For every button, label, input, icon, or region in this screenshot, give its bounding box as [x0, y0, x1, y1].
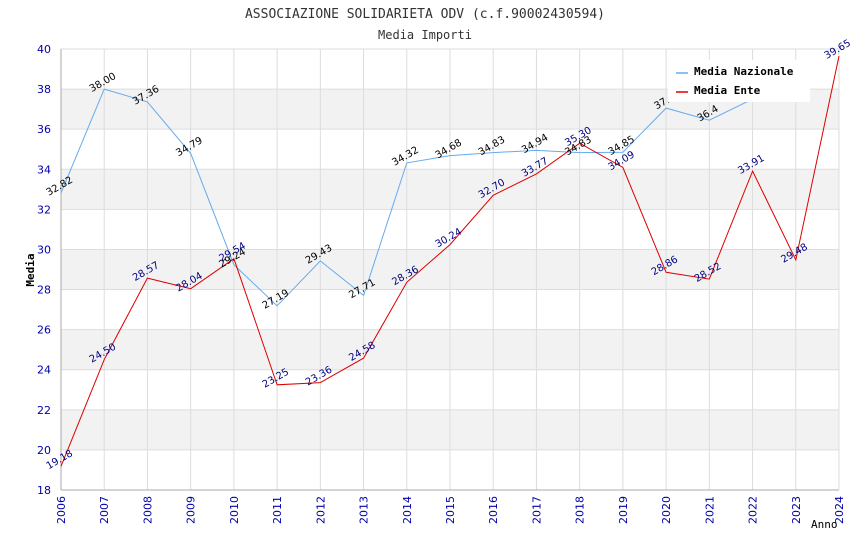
x-tick-label: 2012 — [314, 496, 327, 524]
legend: Media Nazionale Media Ente — [668, 60, 810, 102]
legend-label-ente: Media Ente — [694, 84, 761, 97]
y-tick-label: 22 — [37, 404, 51, 417]
y-tick-labels: 18 20 22 24 26 28 30 32 34 36 38 40 — [37, 43, 51, 497]
x-tick-label: 2011 — [271, 496, 284, 524]
y-tick-label: 20 — [37, 444, 51, 457]
y-tick-label: 28 — [37, 284, 51, 297]
y-tick-label: 34 — [37, 163, 51, 176]
series-line-nazionale — [60, 88, 753, 307]
x-tick-label: 2013 — [358, 496, 371, 524]
x-tick-label: 2017 — [530, 496, 543, 524]
y-tick-label: 26 — [37, 324, 51, 337]
y-tick-label: 18 — [37, 484, 51, 497]
y-tick-label: 38 — [37, 83, 51, 96]
series-line-ente — [60, 55, 840, 467]
data-label-ente: 30.24 — [434, 227, 464, 251]
x-tick-label: 2010 — [228, 496, 241, 524]
series-lines — [60, 55, 840, 467]
x-tick-label: 2007 — [98, 496, 111, 524]
y-tick-label: 30 — [37, 243, 51, 256]
x-tick-label: 2008 — [141, 496, 154, 524]
gridlines — [60, 48, 840, 491]
data-label-nazionale: 34.32 — [390, 145, 420, 169]
y-tick-label: 32 — [37, 203, 51, 216]
data-label-nazionale: 34.94 — [520, 132, 550, 156]
y-axis-label: Media — [24, 253, 37, 286]
x-tick-label: 2015 — [444, 496, 457, 524]
x-tick-label: 2022 — [747, 496, 760, 524]
data-label-nazionale: 27.19 — [261, 288, 291, 312]
data-label-ente: 23.25 — [261, 367, 291, 391]
x-tick-label: 2020 — [660, 496, 673, 524]
chart-subtitle: Media Importi — [378, 28, 472, 42]
data-label-nazionale: 34.83 — [477, 135, 507, 159]
x-tick-label: 2024 — [833, 496, 846, 524]
x-tick-label: 2016 — [487, 496, 500, 524]
x-tick-label: 2006 — [55, 496, 68, 524]
x-tick-label: 2023 — [790, 496, 803, 524]
y-tick-label: 36 — [37, 123, 51, 136]
x-tick-labels: 2006 2007 2008 2009 2010 2011 2012 2013 2014 2015… — [55, 496, 846, 524]
x-tick-label: 2014 — [401, 496, 414, 524]
x-axis-label: Anno — [811, 518, 838, 531]
x-tick-label: 2021 — [703, 496, 716, 524]
x-tick-label: 2009 — [185, 496, 198, 524]
legend-label-nazionale: Media Nazionale — [694, 65, 794, 78]
chart-title: ASSOCIAZIONE SOLIDARIETA ODV (c.f.900024… — [245, 7, 605, 22]
y-tick-label: 40 — [37, 43, 51, 56]
axes — [60, 49, 840, 491]
x-tick-label: 2019 — [617, 496, 630, 524]
data-label-ente: 39.65 — [823, 38, 850, 62]
data-label-nazionale: 34.68 — [434, 138, 464, 162]
y-tick-label: 24 — [37, 364, 51, 377]
x-tick-label: 2018 — [574, 496, 587, 524]
legend-box — [668, 60, 810, 102]
